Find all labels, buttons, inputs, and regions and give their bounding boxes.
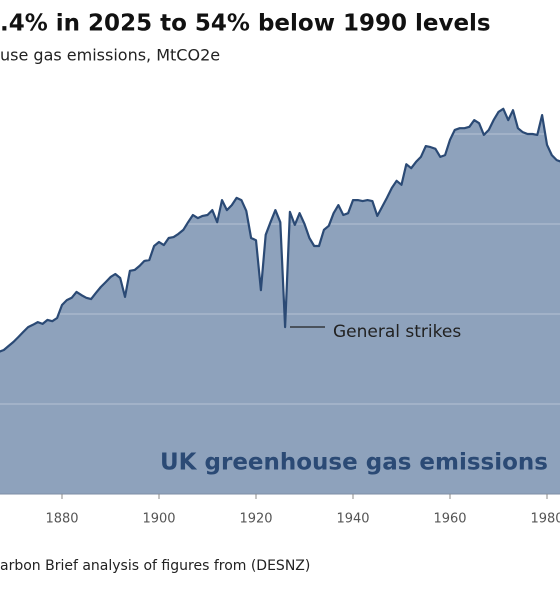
x-tick-label: 1940 — [336, 512, 369, 527]
annotation: General strikes — [333, 322, 461, 342]
x-tick-label: 1980 — [530, 512, 560, 527]
x-tick-label: 1960 — [433, 512, 466, 527]
line — [0, 107, 560, 353]
area — [0, 108, 560, 494]
x-tick-label: 1880 — [45, 512, 78, 527]
x-tick-label: 1900 — [142, 512, 175, 527]
chart-title: .4% in 2025 to 54% below 1990 levels — [0, 11, 491, 37]
chart-subtitle: use gas emissions, MtCO2e — [0, 46, 220, 65]
source: arbon Brief analysis of figures from (DE… — [0, 558, 310, 574]
series-label: UK greenhouse gas emissions — [160, 450, 548, 476]
x-tick-label: 1920 — [239, 512, 272, 527]
